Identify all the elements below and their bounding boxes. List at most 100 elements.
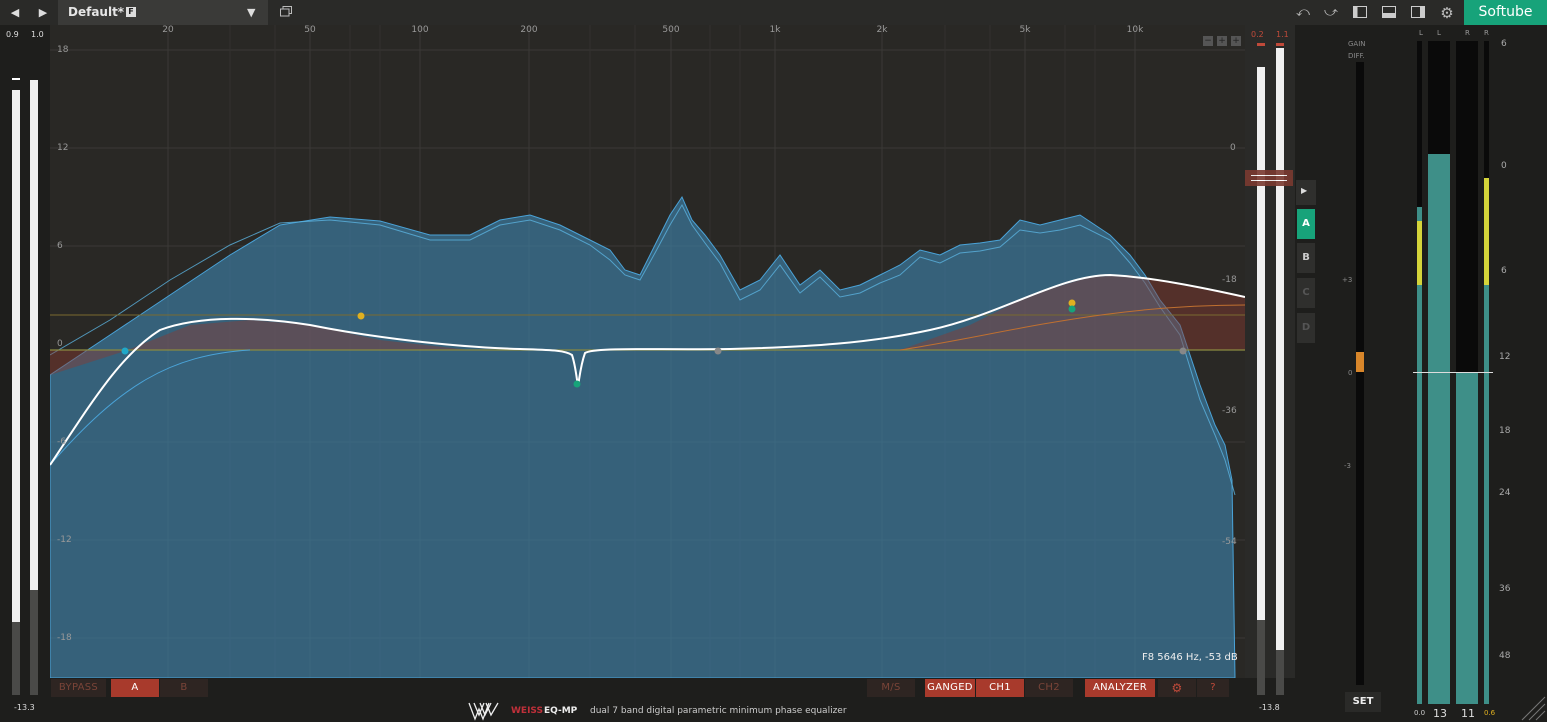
zoom-reset-icon[interactable]: + xyxy=(1231,36,1241,46)
loudness-meters: L L R R 6 0 6 12 18 24 36 48 0.0 13 11 0… xyxy=(1408,25,1547,722)
ab-slot-b[interactable]: B xyxy=(1297,243,1315,273)
meter-scale: 36 xyxy=(1499,584,1511,594)
output-meter-area xyxy=(1245,25,1295,678)
gain-diff-label-2: DIFF. xyxy=(1348,52,1365,60)
channel-label: R xyxy=(1484,29,1489,37)
output-meter-right xyxy=(1276,48,1284,695)
gain-tick: -12 xyxy=(57,535,72,545)
gain-diff-tick: -3 xyxy=(1344,462,1351,470)
band-node-6[interactable] xyxy=(1068,305,1076,313)
preset-selector[interactable]: Default* F ▼ xyxy=(58,0,268,25)
freq-tick: 2k xyxy=(876,25,888,35)
output-gain-handle[interactable] xyxy=(1245,170,1293,186)
peak-value-right: 0.6 xyxy=(1484,709,1496,717)
zoom-out-icon[interactable]: − xyxy=(1203,36,1213,46)
ch1-button[interactable]: CH1 xyxy=(976,679,1024,697)
layout-bottom-icon[interactable] xyxy=(1382,6,1396,18)
loudness-reading-left: 13 xyxy=(1433,707,1447,720)
input-peak-hold-left xyxy=(12,78,20,80)
chevron-down-icon[interactable]: ▼ xyxy=(247,6,256,19)
band-node-3[interactable] xyxy=(573,380,581,388)
gain-tick: 0 xyxy=(57,339,63,349)
analyzer-spectrum xyxy=(50,195,1236,678)
window-icon[interactable] xyxy=(280,6,292,17)
band-high-shelf-curve xyxy=(899,304,1245,351)
channel-label: L xyxy=(1437,29,1441,37)
ab-slot-d[interactable]: D xyxy=(1297,313,1315,343)
ganged-button[interactable]: GANGED xyxy=(925,679,975,697)
meter-scale: 48 xyxy=(1499,651,1511,661)
ab-slot-c[interactable]: C xyxy=(1297,278,1315,308)
gain-diff-meter xyxy=(1356,62,1364,685)
analyzer-spectrum-peak xyxy=(50,203,1236,496)
input-meter-value: -13.3 xyxy=(14,703,35,712)
freq-tick: 10k xyxy=(1126,25,1144,35)
band-node-5[interactable] xyxy=(1068,299,1076,307)
gain-diff-label: GAIN xyxy=(1348,40,1366,48)
ab-panel-header: ▶ xyxy=(1296,180,1316,205)
frequency-axis: 20 50 100 200 500 1k 2k 5k 10k xyxy=(50,25,1245,39)
forward-icon[interactable]: ▶ xyxy=(38,6,48,19)
redo-icon[interactable]: ⤻ xyxy=(1324,5,1338,20)
set-button[interactable]: SET xyxy=(1345,692,1381,712)
settings-gear-icon[interactable]: ⚙ xyxy=(1158,679,1196,697)
freq-tick: 1k xyxy=(769,25,781,35)
undo-icon[interactable]: ⤺ xyxy=(1296,5,1310,20)
back-icon[interactable]: ◀ xyxy=(10,6,20,19)
analyzer-button[interactable]: ANALYZER xyxy=(1085,679,1155,697)
output-meter-value: -13.8 xyxy=(1259,703,1280,712)
eq-graph-canvas[interactable] xyxy=(50,25,1245,678)
band-node-2[interactable] xyxy=(357,312,365,320)
play-icon[interactable]: ▶ xyxy=(1301,186,1308,195)
loudness-reading-right: 11 xyxy=(1461,707,1475,720)
freq-tick: 50 xyxy=(304,25,316,35)
channel-label: R xyxy=(1465,29,1470,37)
peak-value-left: 0.0 xyxy=(1414,709,1426,717)
band-node-7[interactable] xyxy=(1179,347,1187,355)
slot-b-button[interactable]: B xyxy=(160,679,208,697)
gain-diff-tick: 0 xyxy=(1348,369,1353,377)
band-node-4[interactable] xyxy=(714,347,722,355)
meter-scale: 0 xyxy=(1501,161,1507,171)
gain-tick: 12 xyxy=(57,143,69,153)
analyzer-tick: -36 xyxy=(1222,406,1237,416)
layout-right-icon[interactable] xyxy=(1411,6,1425,18)
softube-logo: Softube xyxy=(1464,0,1547,25)
gain-tick: -6 xyxy=(57,437,66,447)
zoom-in-icon[interactable]: + xyxy=(1217,36,1227,46)
analyzer-tick: -54 xyxy=(1222,537,1237,547)
eq-graph[interactable]: 20 50 100 200 500 1k 2k 5k 10k 18 12 6 0… xyxy=(50,25,1245,678)
resize-handle-icon[interactable] xyxy=(1520,695,1546,721)
band-highpass-curve xyxy=(50,349,251,466)
ms-button[interactable]: M/S xyxy=(867,679,915,697)
band-node-1[interactable] xyxy=(121,347,129,355)
slot-a-button[interactable]: A xyxy=(111,679,159,697)
ch2-button[interactable]: CH2 xyxy=(1025,679,1073,697)
ab-slot-a[interactable]: A xyxy=(1297,209,1315,239)
gain-tick: 6 xyxy=(57,241,63,251)
analyzer-tick: 0 xyxy=(1230,143,1236,153)
meter-scale: 24 xyxy=(1499,488,1511,498)
gain-diff-indicator xyxy=(1356,352,1364,372)
gear-icon[interactable]: ⚙ xyxy=(1440,4,1454,22)
clip-indicator-right xyxy=(1276,43,1284,46)
output-peak-right: 1.1 xyxy=(1276,30,1289,39)
weiss-logo xyxy=(468,702,499,721)
help-button[interactable]: ? xyxy=(1197,679,1229,697)
clip-indicator-left xyxy=(1257,43,1265,46)
top-toolbar: ◀ ▶ Default* F ▼ ⤺ ⤻ ⚙ Softube xyxy=(0,0,1547,25)
freq-tick: 500 xyxy=(662,25,680,35)
preset-name: Default* xyxy=(68,5,125,19)
output-meter-left xyxy=(1257,67,1265,695)
analyzer-tick: -18 xyxy=(1222,275,1237,285)
preset-flag-icon[interactable]: F xyxy=(126,7,136,17)
gain-diff-tick: +3 xyxy=(1342,276,1353,284)
freq-tick: 100 xyxy=(411,25,429,35)
band-low-shelf-region xyxy=(50,320,550,375)
brand-weiss: WEISS xyxy=(511,706,543,716)
channel-label: L xyxy=(1419,29,1423,37)
gain-tick: -18 xyxy=(57,633,72,643)
input-peak-left: 0.9 xyxy=(6,30,19,39)
bypass-button[interactable]: BYPASS xyxy=(51,679,106,697)
layout-left-icon[interactable] xyxy=(1353,6,1367,18)
